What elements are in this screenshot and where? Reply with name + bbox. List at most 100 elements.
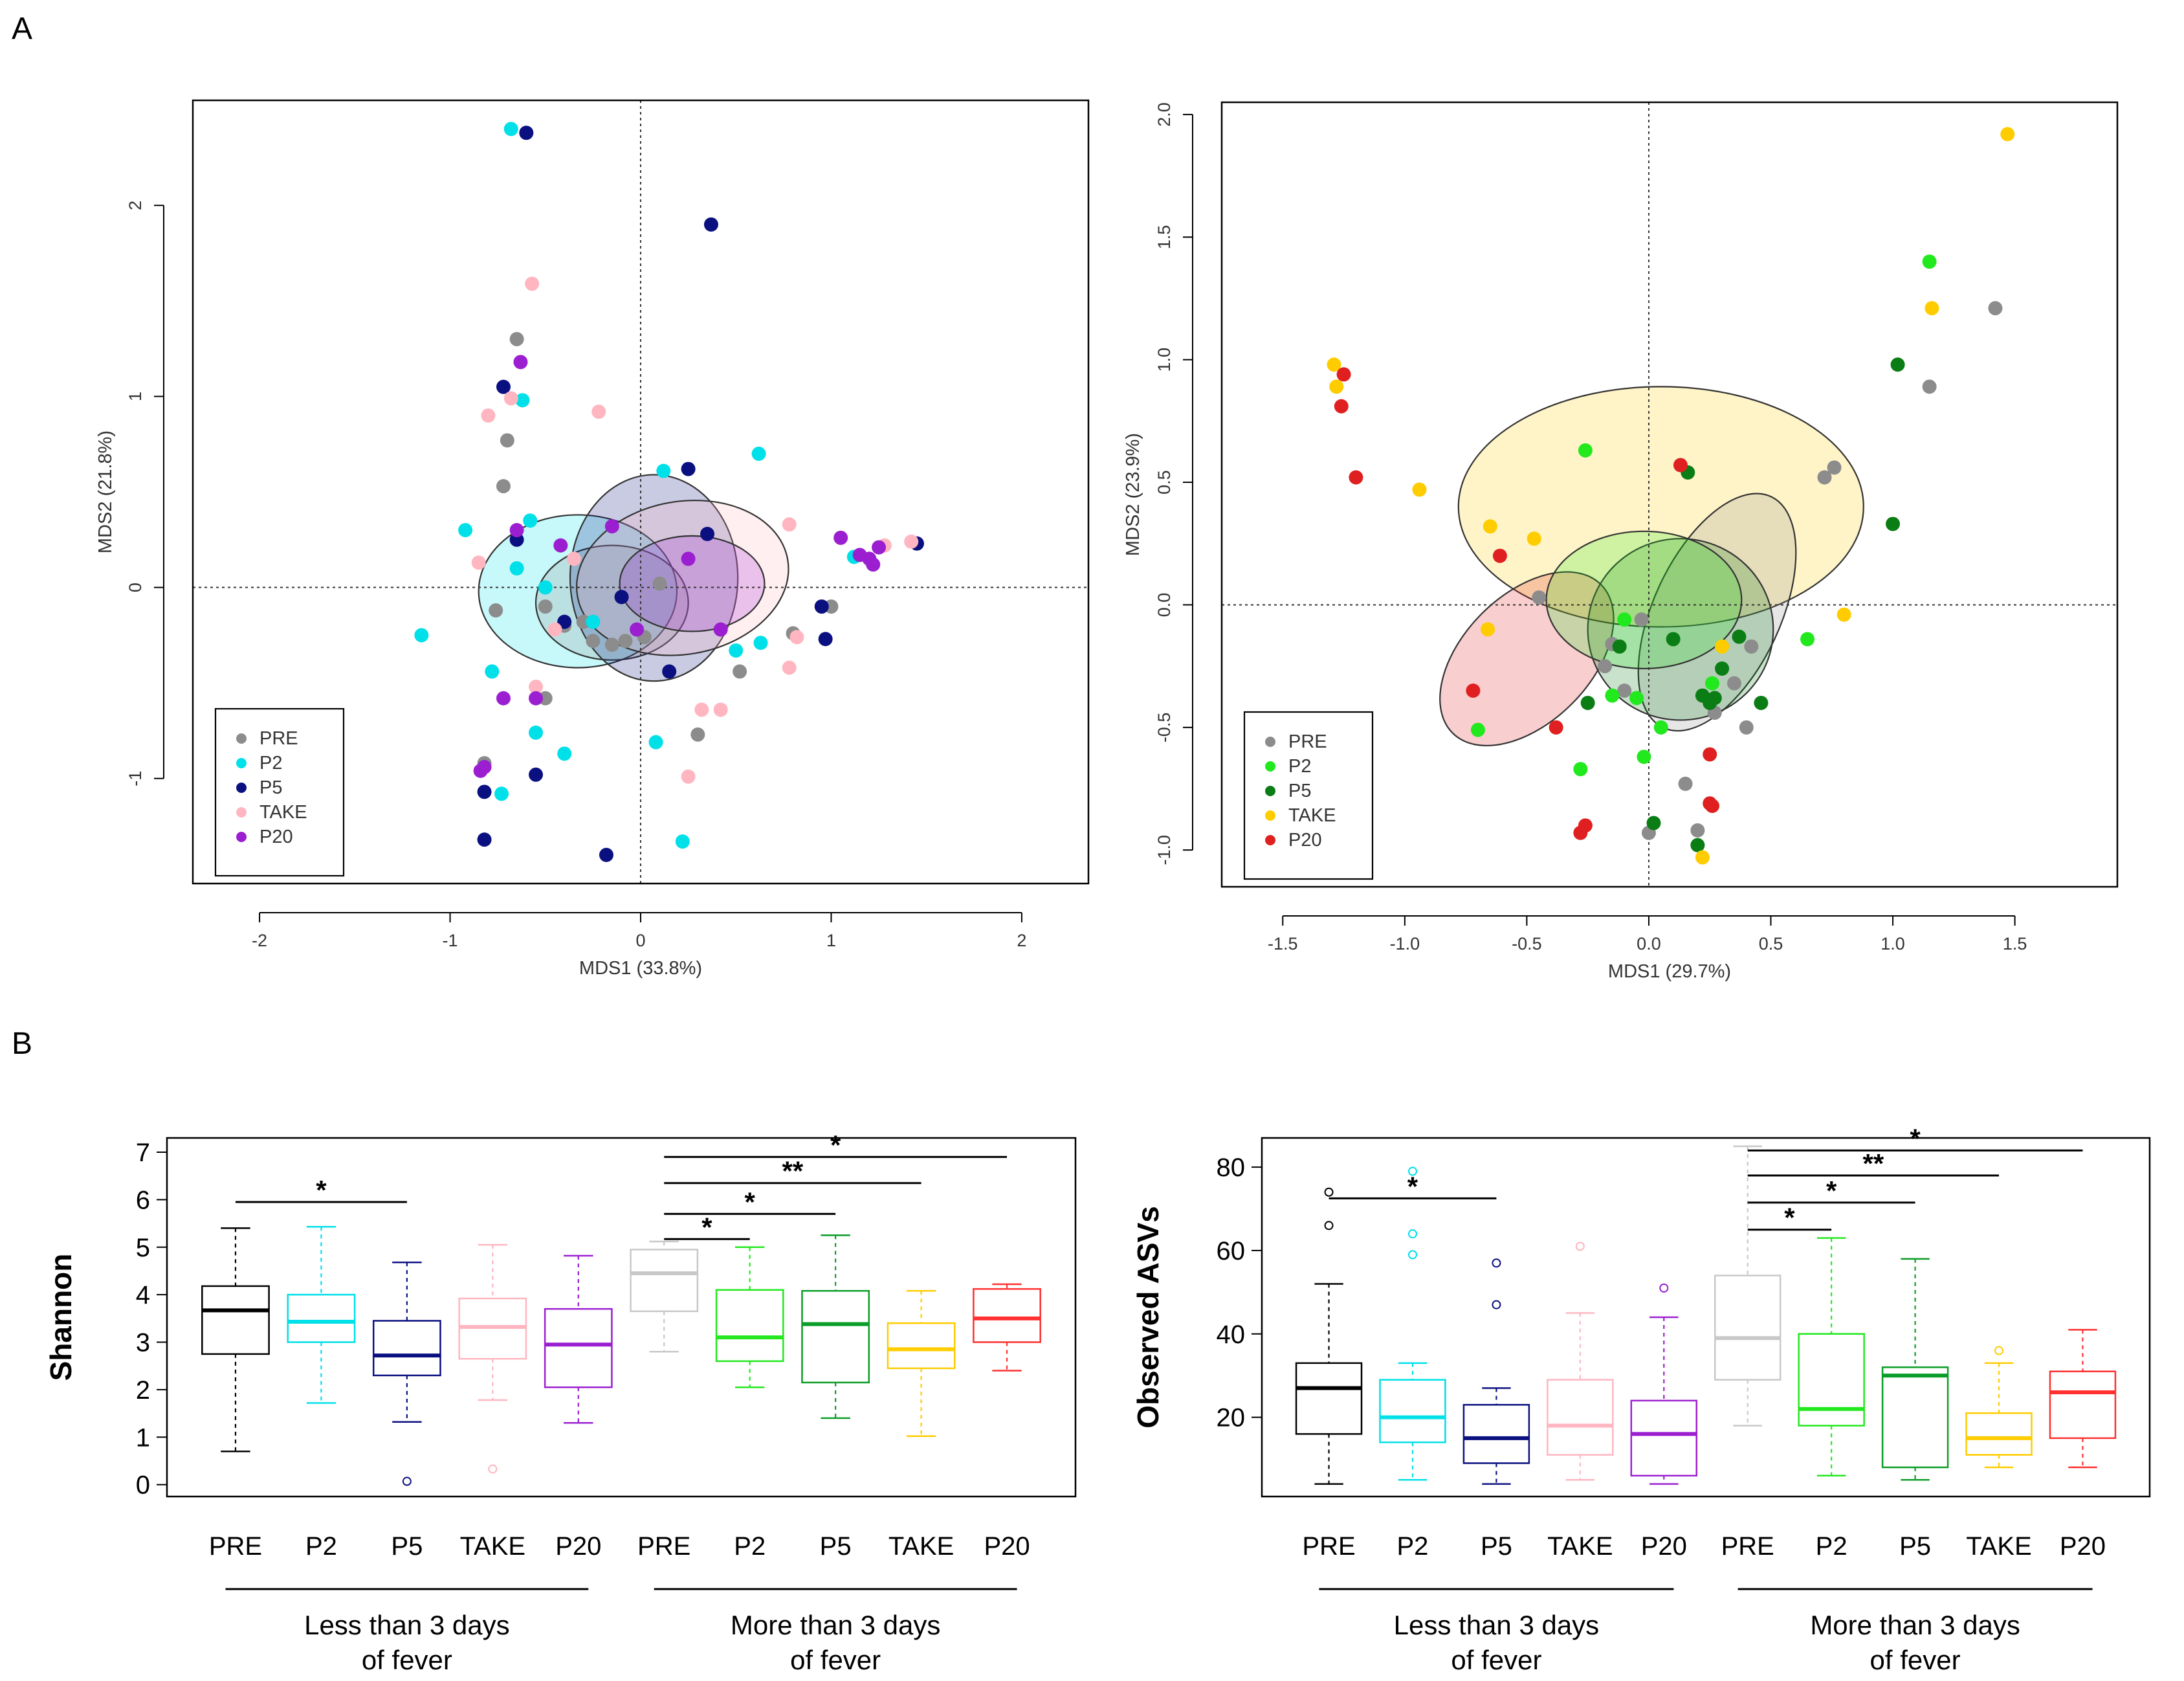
y-tick-label: 0 [136,1471,150,1500]
x-tick-label: -1 [443,931,458,950]
point-p5 [1715,661,1730,676]
legend-label-p20: P20 [259,827,293,847]
outlier-point [1407,1166,1417,1176]
outlier-point [1407,1229,1417,1239]
point-take [789,630,804,645]
x-tick-label: PRE [637,1532,690,1561]
x-tick-label: 2 [1017,931,1026,950]
point-p5 [662,664,677,679]
point-take [904,534,919,549]
point-take [1925,301,1939,316]
x-tick-label: P2 [734,1532,766,1561]
y-tick-label: 1.5 [1154,225,1174,250]
box-iqr [1630,1399,1698,1477]
point-p5 [1580,695,1595,710]
y-tick-label: 6 [136,1186,150,1214]
box-iqr [1462,1404,1530,1464]
box-iqr [287,1293,356,1343]
point-p20 [1492,548,1507,563]
plot-frame [1261,1137,2151,1498]
point-p5 [1754,695,1769,710]
point-p20 [513,355,528,370]
box-iqr [1547,1379,1614,1456]
point-p2 [1470,722,1485,737]
group-label-more-line2: of fever [1870,1645,1961,1675]
point-pre [1739,720,1754,735]
point-p5 [1707,691,1722,706]
point-p2 [1629,691,1644,706]
group-label-more-line2: of fever [790,1645,881,1675]
box-iqr [715,1289,784,1363]
legend-label-take: TAKE [259,802,307,823]
x-tick-label: P20 [1641,1532,1687,1561]
point-pre [1817,470,1832,485]
plot-frame [1220,101,2119,888]
x-tick-label: PRE [1721,1532,1774,1561]
point-p2 [503,122,518,137]
point-take [481,408,496,423]
x-tick-label: -1.5 [1268,934,1298,953]
point-p2 [1573,762,1588,777]
point-pre [1744,639,1759,654]
boxplot-shannon: 0 1 2 3 4 5 6 7 Shannon PRE P2 P5 TAKE P20 PRE P2 P5 TAKE… [44,1130,1077,1675]
point-p20 [833,530,848,545]
point-pre [690,727,705,742]
x-tick-label: 1.5 [2003,934,2027,953]
point-p2 [1800,632,1815,647]
x-axis-label: MDS1 (33.8%) [579,958,702,979]
point-p2 [656,463,671,478]
y-tick-label: 20 [1217,1404,1246,1432]
point-p5 [599,847,613,862]
box-iqr [801,1290,870,1384]
box-iqr [887,1322,956,1370]
point-p5 [614,590,629,605]
significance-label: * [1826,1175,1837,1206]
point-take [1481,622,1495,637]
x-tick-label: -2 [252,931,267,950]
x-tick-label: P20 [984,1532,1030,1561]
point-p5 [818,632,833,647]
outlier-point [1407,1250,1417,1260]
legend-marker-p5 [236,783,247,793]
point-pre [1827,460,1842,475]
point-p2 [494,786,509,801]
significance-label: * [744,1186,755,1217]
point-p5 [1886,517,1901,531]
point-p5 [1732,629,1747,644]
legend-label-p2: P2 [259,753,282,774]
point-p2 [523,513,538,528]
y-tick-label: 4 [136,1281,150,1309]
x-tick-label: 1.0 [1881,934,1905,953]
point-p5 [557,614,572,629]
y-tick-label: 2.0 [1154,102,1174,127]
significance-label: * [1910,1123,1921,1153]
point-p20 [872,540,887,555]
point-pre [500,433,514,448]
y-tick-label: 7 [136,1139,150,1167]
box-iqr [1798,1333,1865,1427]
point-p2 [751,446,766,461]
point-p20 [1349,470,1363,485]
point-p2 [529,725,544,740]
point-p20 [1334,399,1349,414]
y-tick-label: -0.5 [1154,713,1174,743]
group-label-less-line2: of fever [1451,1645,1541,1675]
legend-marker-p5 [1265,786,1275,796]
box-iqr [1881,1366,1949,1469]
box-iqr [973,1288,1041,1343]
point-take [1483,519,1497,534]
x-tick-label: 0.5 [1759,934,1783,953]
ellipse-p20 [619,535,766,632]
point-p20 [509,523,524,538]
legend-marker-take [236,807,247,818]
legend-label-pre: PRE [1288,731,1327,752]
legend-label-p20: P20 [1288,830,1322,851]
y-tick-label: 60 [1217,1237,1246,1265]
point-pre [1922,379,1937,394]
outlier-point [1324,1221,1334,1230]
y-axis-label: Shannon [44,1254,78,1381]
x-tick-label: P5 [1899,1532,1931,1561]
outlier-point [1659,1283,1669,1293]
y-tick-label: 2 [136,1376,150,1405]
x-tick-label: 0 [635,931,645,950]
